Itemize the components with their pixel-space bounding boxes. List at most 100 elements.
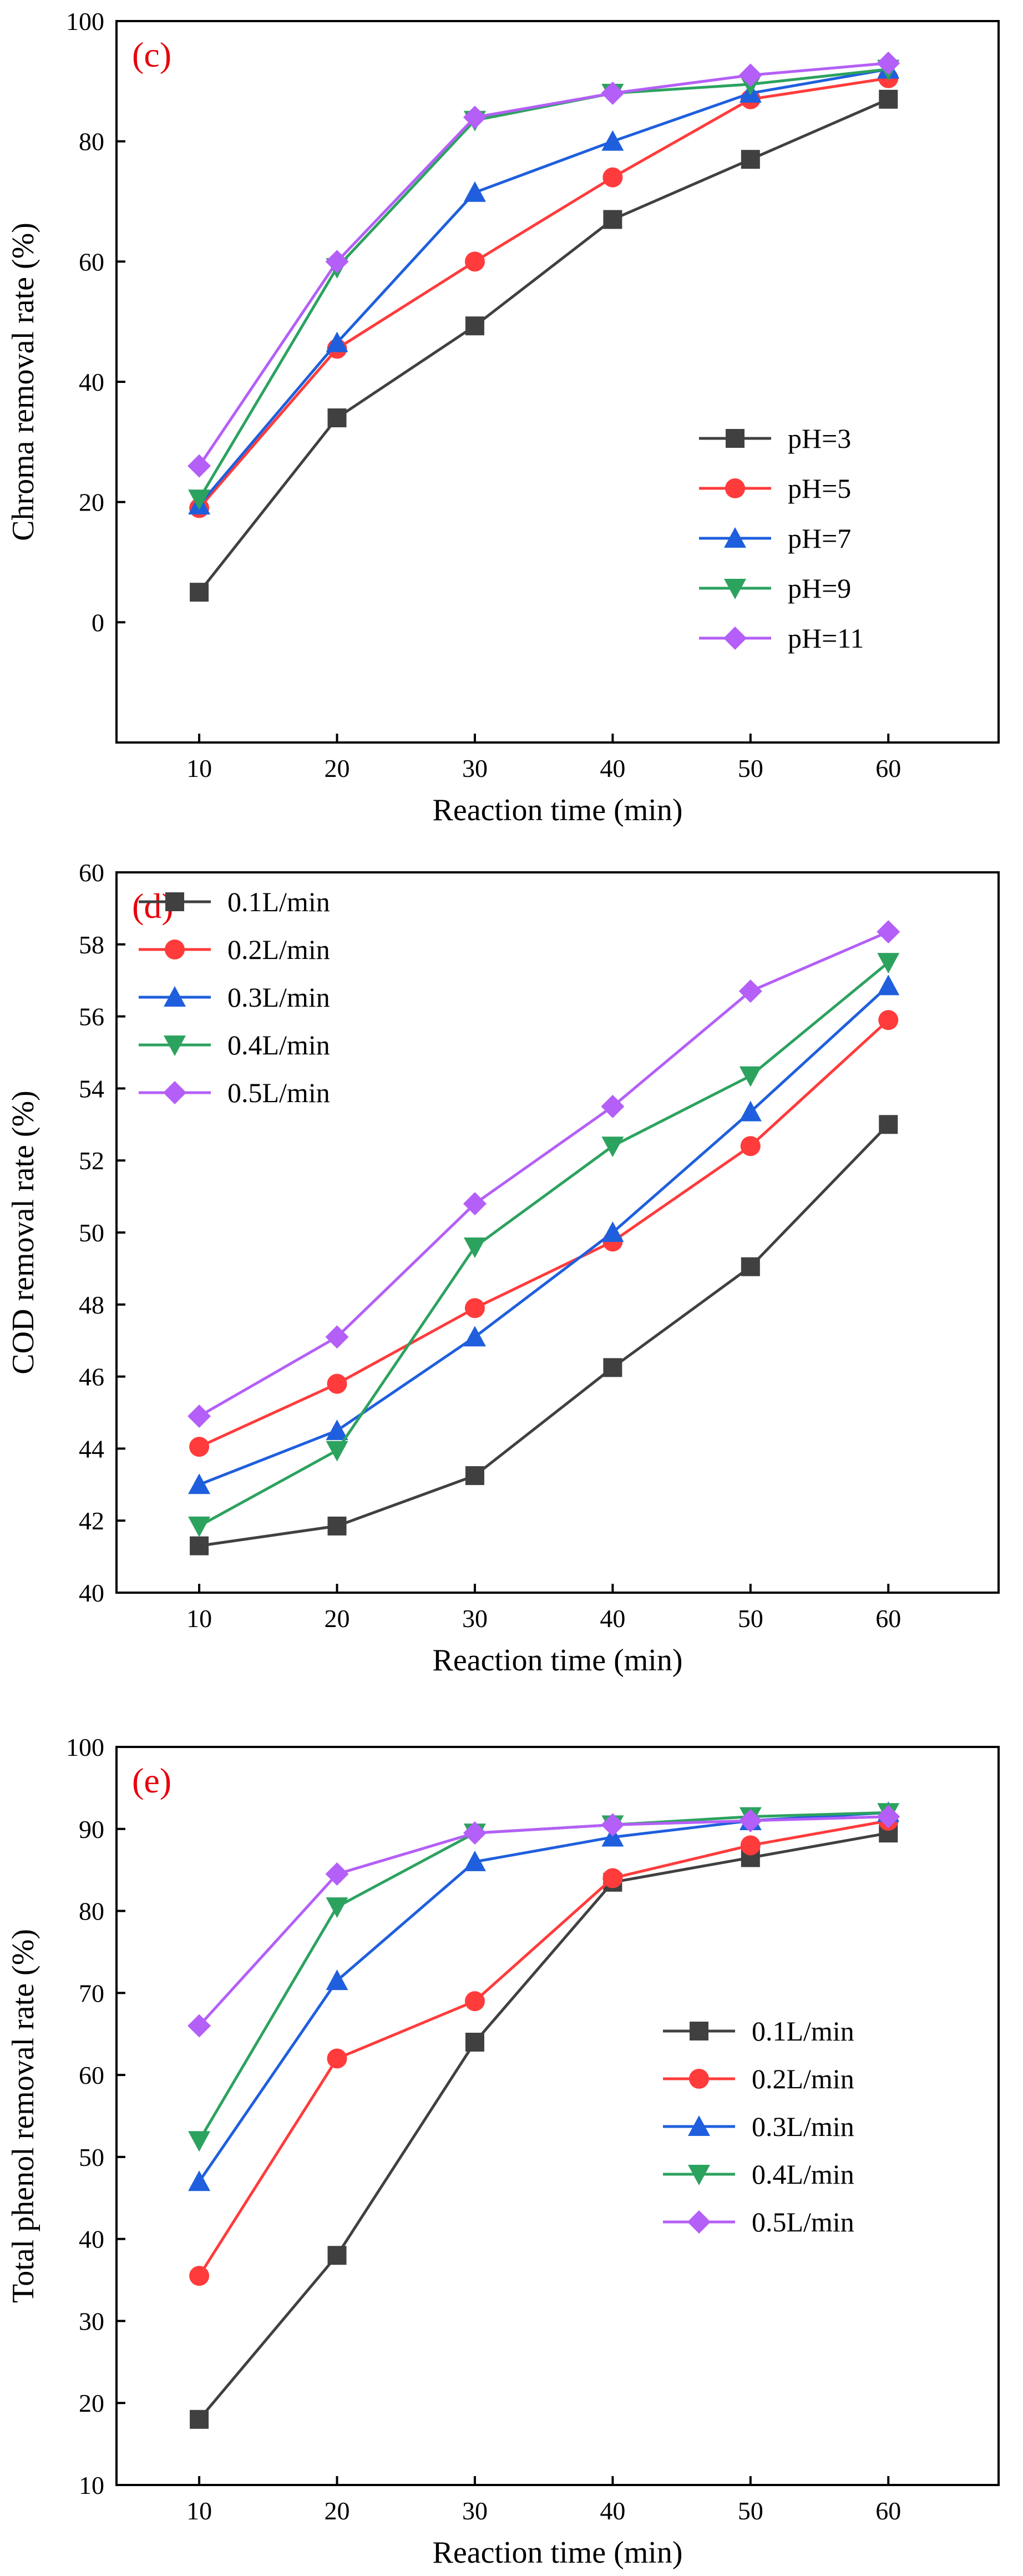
data-point [877,51,900,75]
x-tick-label: 20 [325,2497,350,2525]
legend-marker [723,627,747,650]
legend-marker [164,1036,186,1056]
legend-label: 0.5L/min [227,1077,330,1108]
legend-label: 0.5L/min [752,2206,854,2237]
data-point [601,1221,624,1242]
legend-marker [726,429,745,448]
data-point [465,316,484,336]
data-point [739,1066,762,1087]
legend-marker [690,2022,708,2040]
data-point [189,2266,210,2286]
y-tick-label: 48 [79,1291,104,1319]
series-line-4 [198,961,889,1528]
legend-marker [688,2115,710,2136]
series-line-1 [198,98,889,593]
data-point [602,167,623,188]
series-line-2 [199,1019,889,1448]
series-line-1 [199,1123,890,1548]
data-point [188,2131,211,2152]
data-point [879,1115,898,1134]
data-point [601,1813,625,1837]
legend-label: 0.1L/min [227,886,330,917]
legend-marker [687,2210,711,2234]
series-line-5 [198,62,889,467]
y-axis-title: Total phenol removal rate (%) [6,1929,40,2303]
series-line-3 [199,984,889,1486]
x-tick-label: 50 [738,2497,763,2525]
y-tick-label: 70 [79,1979,104,2007]
y-tick-label: 42 [79,1507,104,1535]
y-tick-label: 80 [79,128,104,156]
y-tick-label: 44 [79,1435,104,1463]
data-point [463,1192,487,1216]
legend-label: pH=9 [788,573,851,604]
data-point [878,1010,899,1031]
y-tick-label: 54 [79,1074,104,1103]
data-point [601,82,625,105]
x-tick-label: 10 [186,754,212,782]
legend-label: 0.2L/min [227,934,330,965]
data-point [326,1441,348,1462]
data-point [465,1466,484,1486]
y-tick-label: 46 [79,1363,104,1391]
data-point [326,1897,348,1918]
y-tick-label: 30 [79,2307,104,2335]
legend-label: 0.3L/min [227,982,330,1013]
data-point [325,250,349,274]
data-point [190,1536,209,1555]
data-point [463,1821,487,1845]
y-tick-label: 50 [79,1219,104,1247]
x-tick-label: 50 [738,1604,763,1633]
legend-marker [725,478,745,498]
chart-panel-2: 40 42 44 46 48 50 52 54 56 58 60 10 20 30 40 50 60 Reacti… [6,858,1000,1678]
data-point [188,1404,211,1428]
data-point [877,953,900,974]
x-tick-label: 10 [186,2497,212,2525]
y-tick-label: 0 [92,608,104,637]
y-tick-label: 100 [66,1733,104,1761]
legend-marker [165,940,185,959]
legend-marker [724,527,746,548]
data-point [190,583,209,602]
y-tick-label: 80 [79,1897,104,1926]
data-point [463,105,487,129]
legend-marker [165,892,184,911]
legend-label: 0.4L/min [227,1029,330,1060]
data-point [739,1100,762,1122]
data-point [877,974,900,996]
series-line-2 [198,77,889,509]
x-tick-label: 30 [462,2497,488,2525]
y-axis-title: Chroma removal rate (%) [6,223,40,541]
x-tick-label: 60 [875,754,901,782]
y-tick-label: 60 [79,248,104,276]
series-line-3 [198,68,889,506]
legend-label: pH=3 [788,423,851,454]
chart-panel-3: 10 20 30 40 50 60 70 80 90 100 10 20 30 40 50 60 Reactio… [6,1733,1000,2570]
data-point [738,1809,762,1832]
y-axis-title: COD removal rate (%) [6,1090,40,1375]
data-point [327,2246,347,2265]
x-tick-label: 40 [600,1604,625,1633]
series-line-5 [198,1815,889,2027]
y-tick-label: 40 [79,1579,104,1607]
legend-marker [688,2165,710,2185]
data-point [188,2014,211,2038]
data-point [603,210,622,229]
series-line-5 [198,930,889,1418]
data-point [740,1136,761,1156]
legend-label: pH=7 [788,523,851,554]
data-point [463,1850,486,1871]
legend-label: 0.1L/min [752,2016,854,2047]
x-tick-label: 60 [875,1604,901,1633]
data-point [464,251,485,272]
legend-label: pH=11 [788,623,864,654]
y-tick-label: 56 [79,1003,104,1031]
panel-label: (e) [132,1761,171,1800]
data-point [188,1473,211,1494]
x-axis-title: Reaction time (min) [433,2535,683,2570]
x-tick-label: 20 [325,1604,350,1633]
legend-marker [163,1081,186,1104]
data-point [326,331,348,352]
y-tick-label: 40 [79,2225,104,2254]
x-tick-label: 30 [462,754,488,782]
